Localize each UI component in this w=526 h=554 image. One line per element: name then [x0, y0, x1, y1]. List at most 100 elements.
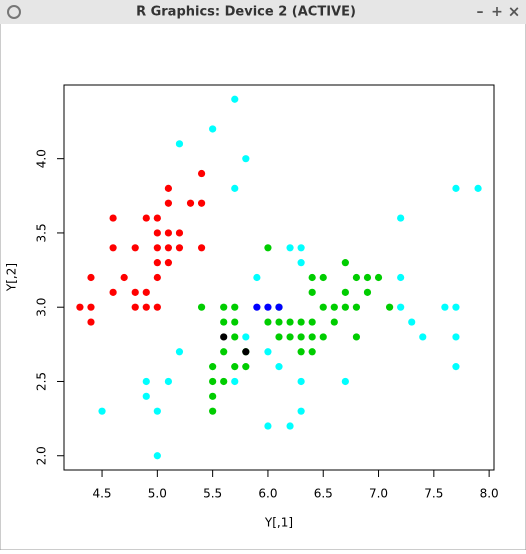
- point: [286, 318, 294, 326]
- point: [452, 333, 460, 341]
- point: [231, 303, 239, 311]
- point: [231, 318, 239, 326]
- point: [164, 377, 173, 386]
- point: [164, 184, 173, 192]
- point: [197, 169, 206, 178]
- point: [452, 303, 460, 311]
- point: [363, 273, 372, 282]
- point: [286, 244, 294, 252]
- point: [131, 244, 139, 252]
- point: [175, 244, 184, 252]
- point: [397, 303, 405, 311]
- point: [98, 407, 106, 415]
- point: [120, 273, 128, 282]
- minimize-button[interactable]: –: [477, 4, 484, 20]
- point: [197, 244, 206, 252]
- y-axis-label: Y[,2]: [5, 263, 19, 292]
- app-icon: [7, 5, 21, 19]
- x-tick-label: 6.5: [314, 487, 333, 501]
- point: [76, 303, 84, 311]
- point: [452, 363, 460, 371]
- point: [264, 348, 272, 356]
- point: [186, 199, 195, 207]
- x-tick-label: 5.5: [203, 487, 222, 501]
- point: [220, 333, 228, 341]
- x-tick-label: 4.5: [92, 487, 111, 501]
- point: [363, 288, 372, 296]
- point: [109, 288, 117, 296]
- point: [297, 377, 305, 386]
- point: [242, 155, 250, 163]
- point: [231, 333, 239, 341]
- close-button[interactable]: ×: [508, 3, 521, 21]
- point: [286, 422, 294, 430]
- point: [341, 377, 349, 386]
- point: [153, 244, 161, 252]
- point: [242, 333, 250, 341]
- point: [264, 422, 272, 430]
- point: [330, 318, 338, 326]
- point: [87, 318, 95, 326]
- point: [352, 333, 361, 341]
- point: [319, 333, 327, 341]
- point: [341, 303, 349, 311]
- point: [275, 303, 283, 311]
- x-tick-label: 8.0: [480, 487, 499, 501]
- title-bar: [0, 0, 526, 24]
- point: [142, 214, 150, 222]
- point: [220, 303, 228, 311]
- point: [109, 214, 117, 222]
- point: [175, 348, 184, 356]
- y-tick-label: 2.5: [35, 372, 49, 391]
- point: [275, 318, 283, 326]
- point: [231, 363, 239, 371]
- point: [209, 407, 217, 415]
- point: [352, 273, 361, 282]
- point: [253, 303, 261, 311]
- point: [164, 259, 173, 267]
- point: [175, 229, 184, 237]
- point: [397, 214, 405, 222]
- point: [297, 318, 305, 326]
- point: [164, 244, 173, 252]
- point: [308, 318, 316, 326]
- point: [397, 273, 405, 282]
- point: [264, 318, 272, 326]
- point: [220, 377, 228, 386]
- point: [297, 348, 305, 356]
- maximize-button[interactable]: +: [491, 4, 503, 20]
- point: [197, 199, 206, 207]
- point: [352, 303, 361, 311]
- point: [286, 333, 294, 341]
- point: [275, 363, 283, 371]
- x-tick-label: 5.0: [148, 487, 167, 501]
- point: [153, 407, 161, 415]
- plot-box: [63, 84, 495, 471]
- point: [308, 348, 316, 356]
- point: [374, 273, 383, 282]
- y-tick-label: 3.0: [35, 298, 49, 317]
- point: [231, 95, 239, 103]
- point: [264, 303, 272, 311]
- point: [297, 333, 305, 341]
- point: [319, 303, 327, 311]
- y-tick-label: 3.5: [35, 223, 49, 242]
- point: [153, 259, 161, 267]
- window-title: R Graphics: Device 2 (ACTIVE): [136, 5, 356, 20]
- point: [153, 452, 161, 460]
- point: [220, 348, 228, 356]
- y-tick-label: 2.0: [35, 446, 49, 465]
- point: [341, 288, 349, 296]
- point: [231, 377, 239, 386]
- point: [209, 377, 217, 386]
- point: [408, 318, 416, 326]
- point: [242, 363, 250, 371]
- point: [319, 273, 327, 282]
- point: [474, 184, 482, 192]
- point: [253, 273, 261, 282]
- point: [209, 392, 217, 400]
- point: [153, 273, 161, 282]
- x-tick-label: 7.5: [424, 487, 443, 501]
- point: [153, 303, 161, 311]
